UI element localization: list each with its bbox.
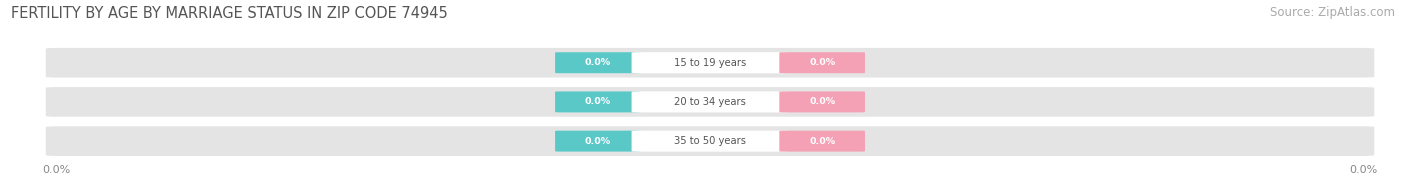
Text: 15 to 19 years: 15 to 19 years — [673, 58, 747, 68]
Text: 20 to 34 years: 20 to 34 years — [673, 97, 747, 107]
Text: 0.0%: 0.0% — [808, 137, 835, 146]
FancyBboxPatch shape — [555, 131, 641, 152]
FancyBboxPatch shape — [631, 52, 789, 73]
FancyBboxPatch shape — [779, 92, 865, 112]
Text: 35 to 50 years: 35 to 50 years — [673, 136, 747, 146]
Text: 0.0%: 0.0% — [585, 58, 612, 67]
Text: FERTILITY BY AGE BY MARRIAGE STATUS IN ZIP CODE 74945: FERTILITY BY AGE BY MARRIAGE STATUS IN Z… — [11, 6, 449, 21]
FancyBboxPatch shape — [46, 87, 1374, 117]
Text: 0.0%: 0.0% — [808, 58, 835, 67]
FancyBboxPatch shape — [46, 126, 1374, 156]
FancyBboxPatch shape — [555, 92, 641, 112]
FancyBboxPatch shape — [631, 131, 789, 152]
FancyBboxPatch shape — [555, 52, 641, 73]
FancyBboxPatch shape — [779, 52, 865, 73]
Text: 0.0%: 0.0% — [585, 97, 612, 106]
FancyBboxPatch shape — [631, 91, 789, 113]
FancyBboxPatch shape — [46, 48, 1374, 78]
FancyBboxPatch shape — [779, 131, 865, 152]
Text: 0.0%: 0.0% — [585, 137, 612, 146]
Text: 0.0%: 0.0% — [808, 97, 835, 106]
Text: Source: ZipAtlas.com: Source: ZipAtlas.com — [1270, 6, 1395, 19]
